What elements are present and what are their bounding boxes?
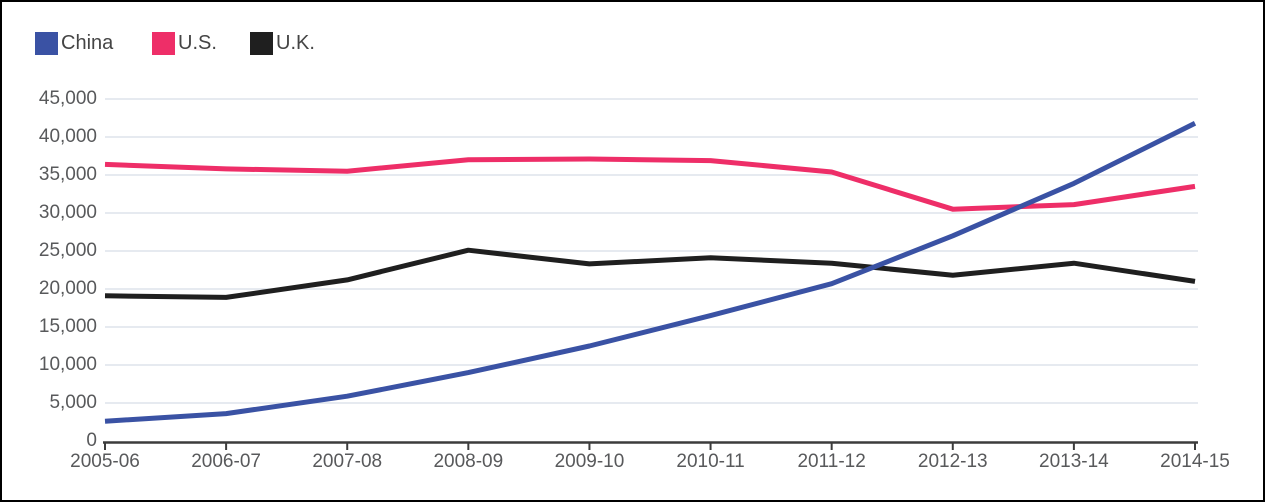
y-axis-label: 30,000 <box>38 202 97 223</box>
legend-item-uk: U.K. <box>250 32 315 55</box>
x-axis-label: 2009-10 <box>554 451 625 472</box>
y-axis-label: 20,000 <box>38 278 97 299</box>
legend-swatch-us <box>152 32 175 55</box>
legend-item-china: China <box>35 32 113 55</box>
y-axis-label: 45,000 <box>38 88 97 109</box>
y-axis-label: 10,000 <box>38 354 97 375</box>
y-axis-label: 35,000 <box>38 164 97 185</box>
x-axis-label: 2010-11 <box>676 451 745 472</box>
y-axis-label: 40,000 <box>38 126 97 147</box>
legend-label-uk: U.K. <box>276 32 315 54</box>
x-axis-label: 2013-14 <box>1039 451 1109 472</box>
x-axis-label: 2006-07 <box>191 451 261 472</box>
x-axis-label: 2014-15 <box>1160 451 1230 472</box>
y-axis-label: 5,000 <box>49 392 97 413</box>
x-axis-label: 2011-12 <box>797 451 866 472</box>
legend: China U.S. U.K. <box>2 2 1263 62</box>
line-china <box>104 121 1197 424</box>
x-axis-label: 2007-08 <box>312 451 383 472</box>
legend-swatch-china <box>35 32 58 55</box>
y-axis-label: 15,000 <box>38 316 97 337</box>
x-axis-label: 2008-09 <box>433 451 504 472</box>
line-uk <box>104 247 1196 300</box>
legend-item-us: U.S. <box>152 32 217 55</box>
x-axis-label: 2005-06 <box>70 451 140 472</box>
legend-label-china: China <box>61 32 114 54</box>
y-axis-label: 0 <box>86 430 97 451</box>
legend-label-us: U.S. <box>178 32 217 54</box>
y-axis-label: 25,000 <box>38 240 97 261</box>
legend-swatch-uk <box>250 32 273 55</box>
x-axis-label: 2012-13 <box>917 451 988 472</box>
